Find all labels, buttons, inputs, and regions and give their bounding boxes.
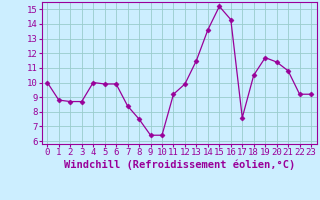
X-axis label: Windchill (Refroidissement éolien,°C): Windchill (Refroidissement éolien,°C) bbox=[64, 160, 295, 170]
